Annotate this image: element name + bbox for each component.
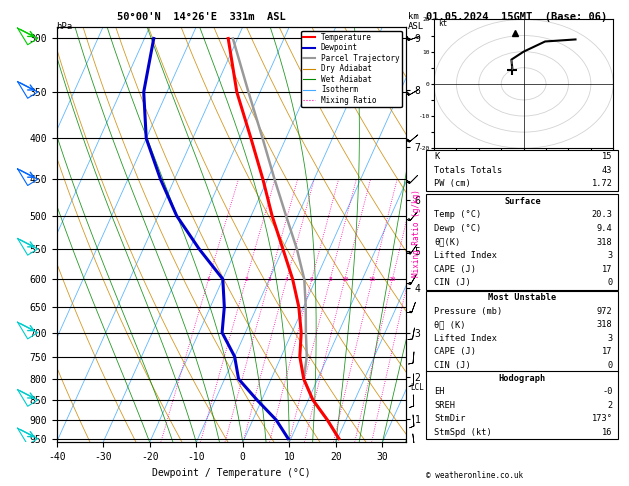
Text: PW (cm): PW (cm) (434, 179, 471, 188)
Text: hPa: hPa (57, 22, 73, 31)
Text: Most Unstable: Most Unstable (488, 293, 557, 302)
Text: StmDir: StmDir (434, 415, 465, 423)
Text: CAPE (J): CAPE (J) (434, 347, 476, 356)
Text: K: K (434, 152, 440, 161)
Text: Surface: Surface (504, 197, 541, 206)
Text: Pressure (mb): Pressure (mb) (434, 307, 503, 315)
Text: 1: 1 (207, 277, 211, 281)
Text: θᴇ (K): θᴇ (K) (434, 320, 465, 329)
Text: 972: 972 (597, 307, 613, 315)
Text: 3: 3 (608, 251, 613, 260)
Text: -0: -0 (602, 387, 613, 396)
Text: kt: kt (438, 19, 448, 28)
Text: Lifted Index: Lifted Index (434, 251, 497, 260)
Text: 3: 3 (268, 277, 272, 281)
Text: 6: 6 (310, 277, 314, 281)
Text: 10: 10 (341, 277, 348, 281)
Text: 2: 2 (608, 401, 613, 410)
Text: 01.05.2024  15GMT  (Base: 06): 01.05.2024 15GMT (Base: 06) (426, 12, 608, 22)
X-axis label: Dewpoint / Temperature (°C): Dewpoint / Temperature (°C) (152, 468, 311, 478)
Text: 9.4: 9.4 (597, 224, 613, 233)
Text: Dewp (°C): Dewp (°C) (434, 224, 481, 233)
Text: 318: 318 (597, 238, 613, 246)
Text: 43: 43 (602, 166, 613, 174)
Text: θᴇ(K): θᴇ(K) (434, 238, 460, 246)
Text: 173°: 173° (591, 415, 613, 423)
Text: km: km (408, 12, 418, 21)
Text: SREH: SREH (434, 401, 455, 410)
Text: © weatheronline.co.uk: © weatheronline.co.uk (426, 471, 523, 480)
Text: 20.3: 20.3 (591, 210, 613, 219)
Text: Totals Totals: Totals Totals (434, 166, 503, 174)
Text: 0: 0 (608, 361, 613, 370)
Text: EH: EH (434, 387, 445, 396)
Text: 1.72: 1.72 (591, 179, 613, 188)
Text: StmSpd (kt): StmSpd (kt) (434, 428, 492, 437)
Text: 17: 17 (602, 265, 613, 274)
Text: 4: 4 (285, 277, 289, 281)
Text: Hodograph: Hodograph (499, 374, 546, 382)
Text: 2: 2 (245, 277, 248, 281)
Text: 20: 20 (389, 277, 396, 281)
Text: 15: 15 (602, 152, 613, 161)
Text: 50°00'N  14°26'E  331m  ASL: 50°00'N 14°26'E 331m ASL (117, 12, 286, 22)
Text: 3: 3 (608, 334, 613, 343)
Text: 16: 16 (602, 428, 613, 437)
Text: CAPE (J): CAPE (J) (434, 265, 476, 274)
Legend: Temperature, Dewpoint, Parcel Trajectory, Dry Adiabat, Wet Adiabat, Isotherm, Mi: Temperature, Dewpoint, Parcel Trajectory… (301, 31, 402, 107)
Text: CIN (J): CIN (J) (434, 278, 471, 287)
Text: 15: 15 (369, 277, 376, 281)
Text: LCL: LCL (410, 383, 424, 392)
Text: Lifted Index: Lifted Index (434, 334, 497, 343)
Text: Mixing Ratio (g/kg): Mixing Ratio (g/kg) (412, 190, 421, 277)
Text: 0: 0 (608, 278, 613, 287)
Text: 17: 17 (602, 347, 613, 356)
Text: CIN (J): CIN (J) (434, 361, 471, 370)
Text: 8: 8 (328, 277, 332, 281)
Text: Temp (°C): Temp (°C) (434, 210, 481, 219)
Text: 318: 318 (597, 320, 613, 329)
Text: ASL: ASL (408, 22, 424, 31)
